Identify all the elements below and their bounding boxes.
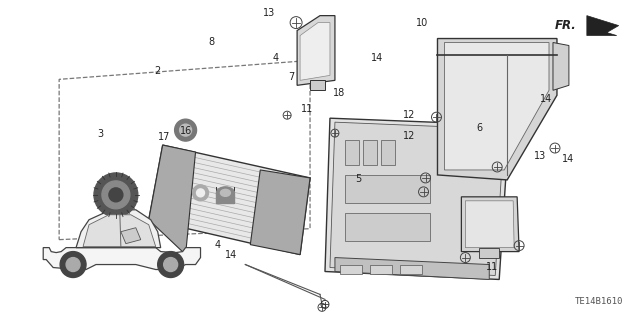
Circle shape bbox=[193, 185, 209, 201]
Circle shape bbox=[164, 257, 178, 271]
Ellipse shape bbox=[220, 189, 230, 196]
Text: 14: 14 bbox=[371, 53, 383, 63]
Polygon shape bbox=[325, 118, 509, 279]
Text: 13: 13 bbox=[534, 151, 546, 161]
Polygon shape bbox=[44, 248, 200, 270]
Polygon shape bbox=[83, 215, 156, 247]
Text: 7: 7 bbox=[288, 72, 294, 82]
Text: 18: 18 bbox=[333, 88, 345, 98]
Bar bbox=[216, 193, 234, 203]
Polygon shape bbox=[345, 213, 429, 241]
Polygon shape bbox=[444, 42, 549, 170]
Polygon shape bbox=[297, 16, 335, 85]
Circle shape bbox=[102, 181, 130, 209]
Circle shape bbox=[157, 252, 184, 278]
Polygon shape bbox=[335, 257, 489, 279]
Text: 17: 17 bbox=[157, 132, 170, 142]
Ellipse shape bbox=[216, 187, 234, 199]
Text: 12: 12 bbox=[403, 110, 415, 120]
Text: 11: 11 bbox=[301, 104, 314, 114]
Polygon shape bbox=[121, 228, 141, 244]
Text: TE14B1610: TE14B1610 bbox=[575, 297, 623, 306]
Text: 4: 4 bbox=[273, 53, 278, 63]
Polygon shape bbox=[587, 16, 619, 35]
Polygon shape bbox=[300, 23, 330, 80]
Text: 2: 2 bbox=[154, 66, 161, 76]
Polygon shape bbox=[479, 248, 499, 257]
Polygon shape bbox=[461, 197, 519, 252]
Polygon shape bbox=[148, 145, 196, 255]
Text: 5: 5 bbox=[355, 174, 362, 183]
Polygon shape bbox=[438, 39, 557, 180]
Polygon shape bbox=[76, 210, 161, 248]
Text: 16: 16 bbox=[180, 126, 192, 136]
Circle shape bbox=[196, 189, 205, 197]
Polygon shape bbox=[345, 140, 359, 165]
Text: 4: 4 bbox=[215, 240, 221, 250]
Polygon shape bbox=[363, 140, 377, 165]
Circle shape bbox=[109, 188, 123, 202]
Text: FR.: FR. bbox=[555, 19, 577, 32]
Polygon shape bbox=[381, 140, 395, 165]
Circle shape bbox=[94, 173, 138, 217]
Polygon shape bbox=[370, 264, 392, 274]
Text: 12: 12 bbox=[403, 131, 415, 141]
Text: 13: 13 bbox=[263, 8, 275, 19]
Polygon shape bbox=[148, 145, 310, 255]
Polygon shape bbox=[310, 80, 325, 90]
Text: 14: 14 bbox=[225, 250, 237, 260]
Polygon shape bbox=[330, 122, 504, 276]
Circle shape bbox=[66, 257, 80, 271]
Text: 3: 3 bbox=[97, 129, 103, 139]
Text: 10: 10 bbox=[416, 18, 428, 28]
Polygon shape bbox=[553, 42, 569, 90]
Text: 11: 11 bbox=[486, 263, 498, 272]
Text: 14: 14 bbox=[563, 154, 575, 165]
Text: 14: 14 bbox=[540, 94, 552, 104]
Text: 8: 8 bbox=[209, 37, 215, 47]
Polygon shape bbox=[465, 201, 514, 248]
Circle shape bbox=[180, 124, 191, 136]
Text: 6: 6 bbox=[476, 123, 483, 133]
Polygon shape bbox=[250, 170, 310, 255]
Polygon shape bbox=[340, 264, 362, 274]
Polygon shape bbox=[399, 264, 422, 274]
Polygon shape bbox=[345, 175, 429, 203]
Circle shape bbox=[60, 252, 86, 278]
Circle shape bbox=[175, 119, 196, 141]
